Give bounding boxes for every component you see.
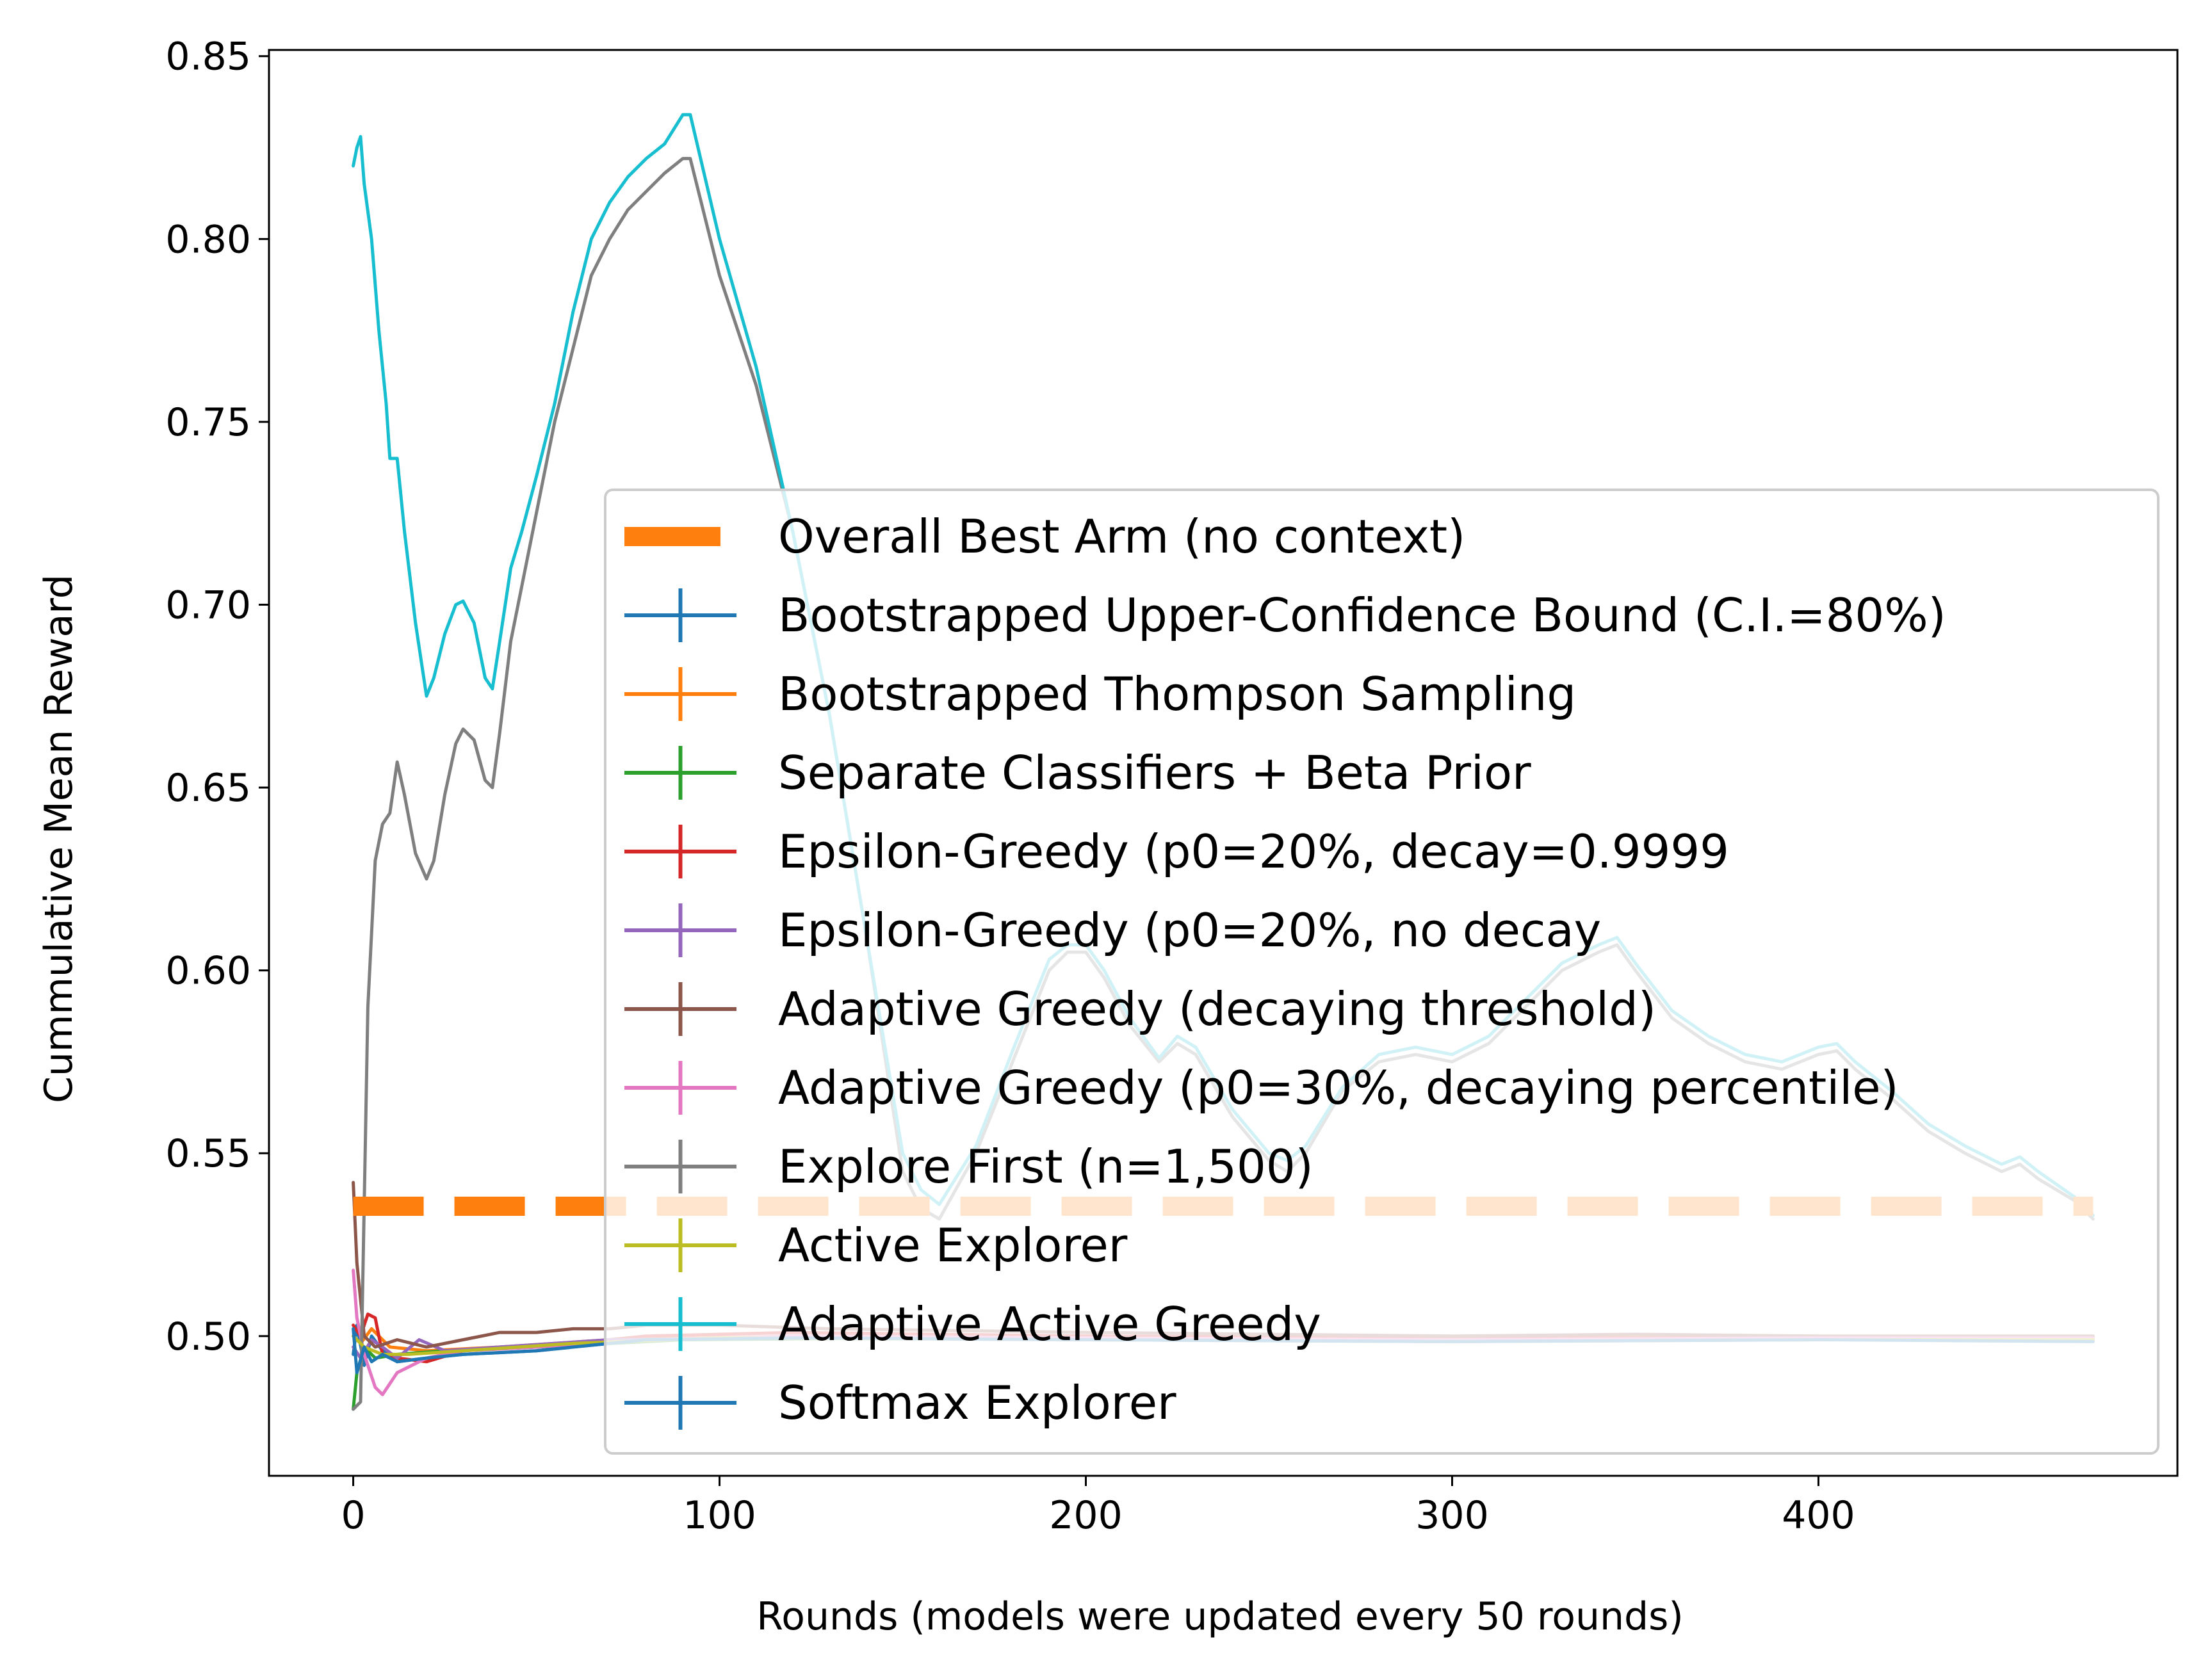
- y-tick-label: 0.50: [165, 1314, 251, 1359]
- axes: 0 100 200 300 400 0.50 0.55 0.60 0.65 0.70 0.75 0.8…: [165, 35, 2179, 1538]
- y-tick-label: 0.75: [165, 400, 251, 445]
- x-tick-label: 200: [1049, 1493, 1123, 1538]
- x-tick-label: 400: [1782, 1493, 1855, 1538]
- plot-frame: [268, 49, 2179, 1477]
- legend-box: [604, 489, 2159, 1455]
- x-tick-label: 300: [1415, 1493, 1489, 1538]
- y-tick-label: 0.65: [165, 766, 251, 811]
- legend-label: Adaptive Greedy (decaying threshold): [778, 982, 1656, 1036]
- y-tick-label: 0.80: [165, 217, 251, 262]
- legend-label: Epsilon-Greedy (p0=20%, decay=0.9999: [778, 825, 1729, 878]
- y-tick-label: 0.60: [165, 949, 251, 994]
- legend-label: Bootstrapped Upper-Confidence Bound (C.I…: [778, 588, 1946, 642]
- y-tick-label: 0.85: [165, 35, 251, 79]
- legend-label: Epsilon-Greedy (p0=20%, no decay: [778, 903, 1601, 957]
- legend-label: Adaptive Active Greedy: [778, 1297, 1321, 1351]
- x-tick-label: 100: [683, 1493, 756, 1538]
- x-axis-label: Rounds (models were updated every 50 rou…: [756, 1594, 1684, 1639]
- legend-label: Separate Classifiers + Beta Prior: [778, 746, 1531, 800]
- legend-label: Softmax Explorer: [778, 1376, 1176, 1430]
- legend-label: Explore First (n=1,500): [778, 1140, 1313, 1193]
- legend-label: Adaptive Greedy (p0=30%, decaying percen…: [778, 1061, 1899, 1115]
- x-tick-label: 0: [341, 1493, 365, 1538]
- y-tick-label: 0.55: [165, 1131, 251, 1176]
- y-tick-label: 0.70: [165, 583, 251, 627]
- legend: Overall Best Arm (no context) Bootstrappe…: [604, 489, 2159, 1455]
- legend-label: Overall Best Arm (no context): [778, 510, 1465, 563]
- y-axis-label: Cummulative Mean Reward: [37, 574, 81, 1103]
- legend-label: Active Explorer: [778, 1218, 1128, 1272]
- legend-label: Bootstrapped Thompson Sampling: [778, 667, 1576, 721]
